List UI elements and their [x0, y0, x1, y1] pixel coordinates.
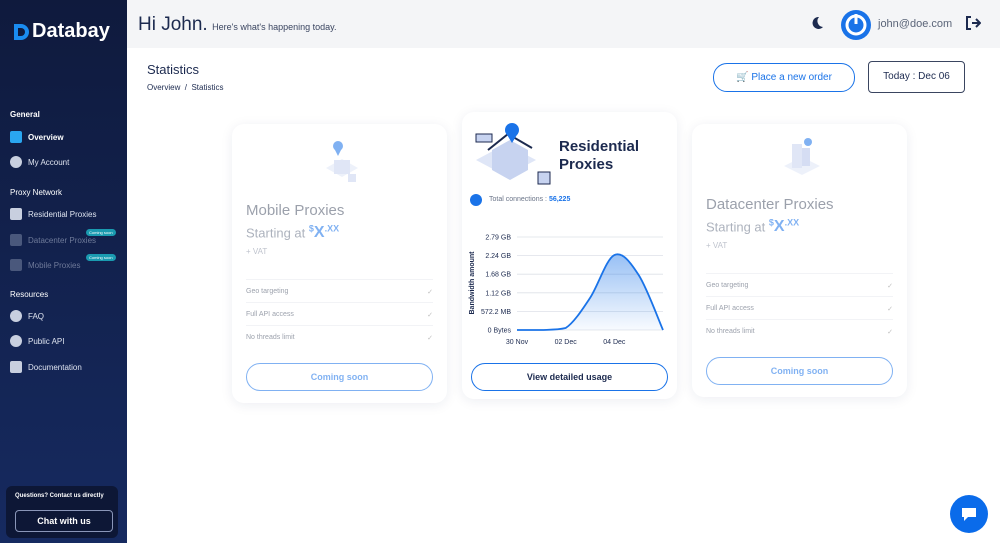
- price-fraction: .XX: [324, 224, 340, 234]
- feature-label: No threads limit: [246, 334, 295, 341]
- badge: Coming soon: [86, 254, 116, 261]
- feature: No threads limit ✓: [706, 319, 893, 342]
- greeting-subtitle: Here's what's happening today.: [212, 22, 337, 32]
- theme-toggle[interactable]: [810, 16, 824, 30]
- price-prefix: Starting at: [246, 225, 306, 241]
- section-title: General: [10, 110, 40, 119]
- greeting: Hi John.: [138, 14, 208, 35]
- breadcrumb: Overview / Statistics: [147, 83, 224, 92]
- y-tick-label: 572.2 MB: [481, 309, 511, 316]
- y-tick-label: 2.79 GB: [485, 235, 511, 242]
- price-currency: $: [768, 218, 774, 228]
- y-tick-label: 2.24 GB: [485, 253, 511, 260]
- feature: Full API access ✓: [246, 302, 433, 325]
- vat: + VAT: [706, 241, 728, 250]
- x-tick-label: 02 Dec: [555, 339, 578, 346]
- card-title: Residential Proxies: [559, 138, 640, 173]
- price-prefix: Starting at: [706, 219, 766, 235]
- breadcrumb-item: Statistics: [191, 83, 224, 92]
- nav-label: Public API: [28, 336, 65, 346]
- brand-logo: [14, 23, 29, 40]
- x-tick-label: 04 Dec: [603, 339, 626, 346]
- breadcrumb-item[interactable]: Overview: [147, 83, 181, 92]
- feature-label: Full API access: [706, 305, 754, 312]
- user-email: john@doe.com: [878, 18, 953, 30]
- card-title: Mobile Proxies: [246, 202, 345, 219]
- feature-label: Geo targeting: [706, 282, 749, 289]
- connections-icon: [470, 194, 482, 206]
- greeting-row: Hi John. Here's what's happening today.: [138, 14, 337, 36]
- sidebar: Databay General Overview My Account Prox…: [0, 0, 127, 543]
- logout[interactable]: [965, 16, 981, 30]
- avatar[interactable]: [840, 9, 872, 41]
- feature: Geo targeting ✓: [706, 273, 893, 296]
- y-tick-label: 1.12 GB: [485, 290, 511, 297]
- price-fraction: .XX: [784, 218, 800, 228]
- vat: + VAT: [246, 247, 268, 256]
- page-title: Statistics: [147, 62, 200, 77]
- price-row: Starting at $X.XX: [246, 224, 339, 242]
- y-tick-label: 1.68 GB: [485, 272, 511, 279]
- nav-item[interactable]: FAQ: [10, 310, 44, 322]
- area-fill: [517, 254, 663, 330]
- connections-label: Total connections :: [489, 196, 547, 203]
- section-title: Proxy Network: [10, 188, 63, 197]
- nav-label: Mobile Proxies: [28, 260, 81, 270]
- chat-button[interactable]: Chat with us: [15, 510, 113, 532]
- connections-value: 56,225: [548, 196, 571, 203]
- usage-button[interactable]: View detailed usage: [471, 363, 668, 391]
- y-tick-label: 0 Bytes: [488, 328, 512, 335]
- card-illustration: [784, 138, 820, 175]
- nav-label: Overview: [28, 132, 64, 142]
- y-axis-title: Bandwidth amount: [469, 251, 476, 315]
- feature: Geo targeting ✓: [246, 279, 433, 302]
- support-box: Questions? Contact us directly Chat with…: [6, 486, 118, 538]
- nav-label: My Account: [28, 157, 70, 167]
- nav-item[interactable]: Public API: [10, 335, 64, 347]
- feature-label: Geo targeting: [246, 288, 289, 295]
- price-row: Starting at $X.XX: [706, 218, 799, 236]
- nav-item[interactable]: Datacenter Proxies: [10, 234, 96, 246]
- section-title: Resources: [10, 290, 49, 299]
- nav-item[interactable]: Documentation: [10, 361, 82, 373]
- product-card: Mobile Proxies Starting at $X.XX + VAT G…: [232, 124, 447, 403]
- feature-label: Full API access: [246, 311, 294, 318]
- card-illustration: [475, 123, 551, 185]
- price-whole: X: [313, 224, 325, 242]
- nav-label: Datacenter Proxies: [28, 235, 97, 245]
- usage-chart: Bandwidth amount 0 Bytes 572.2 MB 1.12 GB 1…: [469, 235, 664, 346]
- feature-label: No threads limit: [706, 328, 755, 335]
- order-button[interactable]: 🛒 Place a new order: [713, 63, 855, 92]
- x-tick-label: 30 Nov: [506, 339, 529, 346]
- product-card: Datacenter Proxies Starting at $X.XX + V…: [692, 124, 907, 397]
- brand-name: Databay: [32, 20, 110, 42]
- date-button[interactable]: Today : Dec 06: [868, 61, 965, 93]
- price-whole: X: [773, 218, 785, 236]
- nav-item[interactable]: Mobile Proxies: [10, 259, 80, 271]
- nav-item[interactable]: My Account: [10, 156, 69, 168]
- connections: Total connections : 56,225: [489, 196, 570, 203]
- feature: Full API access ✓: [706, 296, 893, 319]
- area-line: [516, 253, 664, 331]
- chat-bubble[interactable]: [949, 494, 989, 534]
- coming-soon-button[interactable]: Coming soon: [706, 357, 893, 385]
- nav-label: Residential Proxies: [28, 209, 97, 219]
- card-illustration: [326, 141, 358, 182]
- order-label: Place a new order: [751, 72, 832, 83]
- header: Hi John. Here's what's happening today. …: [127, 0, 1000, 48]
- price-currency: $: [308, 224, 314, 234]
- feature: No threads limit ✓: [246, 325, 433, 348]
- nav-item[interactable]: Residential Proxies: [10, 208, 96, 220]
- brand[interactable]: Databay: [12, 20, 110, 43]
- nav-item[interactable]: Overview: [10, 131, 64, 143]
- card-title: Datacenter Proxies: [706, 196, 834, 213]
- badge: Coming soon: [86, 229, 116, 236]
- nav-label: Documentation: [28, 362, 82, 372]
- support-text: Questions? Contact us directly: [15, 493, 104, 499]
- nav-label: FAQ: [28, 311, 45, 321]
- coming-soon-button[interactable]: Coming soon: [246, 363, 433, 391]
